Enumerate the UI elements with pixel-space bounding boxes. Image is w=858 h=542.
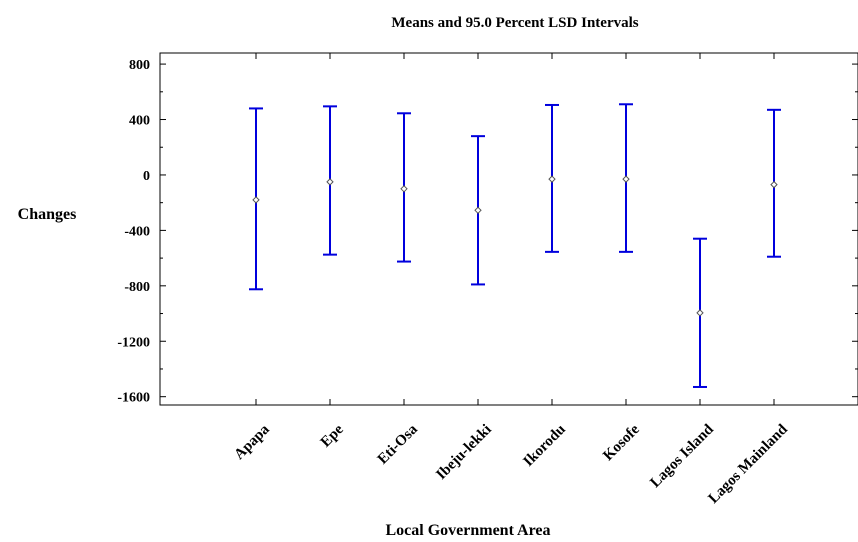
y-tick-label: -1200 <box>117 335 150 350</box>
x-tick-label: Ikorodu <box>521 422 569 470</box>
mean-marker <box>474 206 482 214</box>
x-tick-label: Apapa <box>231 421 273 463</box>
interval-series <box>249 103 781 388</box>
x-tick-label: Lagos Island <box>647 421 717 491</box>
interval-eti-osa <box>397 112 411 263</box>
y-tick-label: 0 <box>143 169 150 184</box>
y-tick-label: -800 <box>124 280 150 295</box>
y-tick-label: 800 <box>129 58 150 73</box>
y-axis-label: Changes <box>18 206 77 223</box>
x-axis-label: Local Government Area <box>385 522 550 539</box>
chart-title: Means and 95.0 Percent LSD Intervals <box>391 15 638 31</box>
mean-marker <box>326 178 334 186</box>
x-axis-ticks: Apapa Epe Eti-Osa Ibeju-lekki Ikorodu Kosofe L… <box>231 53 791 507</box>
y-axis-ticks: 800 400 0 -400 -800 -1200 -1600 <box>117 58 858 406</box>
mean-marker <box>696 309 704 317</box>
x-tick-label: Lagos Mainland <box>706 421 792 507</box>
x-tick-label: Kosofe <box>600 421 643 464</box>
mean-marker <box>770 180 778 189</box>
interval-kosofe <box>619 103 633 253</box>
mean-marker <box>400 185 408 193</box>
interval-ibeju-lekki <box>471 135 485 286</box>
interval-apapa <box>249 107 263 291</box>
interval-lagos-mainland <box>767 108 781 258</box>
x-tick-label: Epe <box>318 421 347 450</box>
x-tick-label: Eti-Osa <box>375 421 421 467</box>
mean-marker <box>252 196 260 204</box>
y-tick-label: 400 <box>129 114 150 129</box>
mean-marker <box>622 175 630 183</box>
plot-frame <box>159 52 858 406</box>
y-tick-label: -400 <box>124 224 150 239</box>
interval-epe <box>323 105 337 256</box>
y-tick-label: -1600 <box>117 391 150 406</box>
interval-ikorodu <box>545 103 559 253</box>
mean-marker <box>548 175 556 183</box>
x-tick-label: Ibeju-lekki <box>433 422 494 483</box>
interval-lagos-island <box>693 237 707 388</box>
